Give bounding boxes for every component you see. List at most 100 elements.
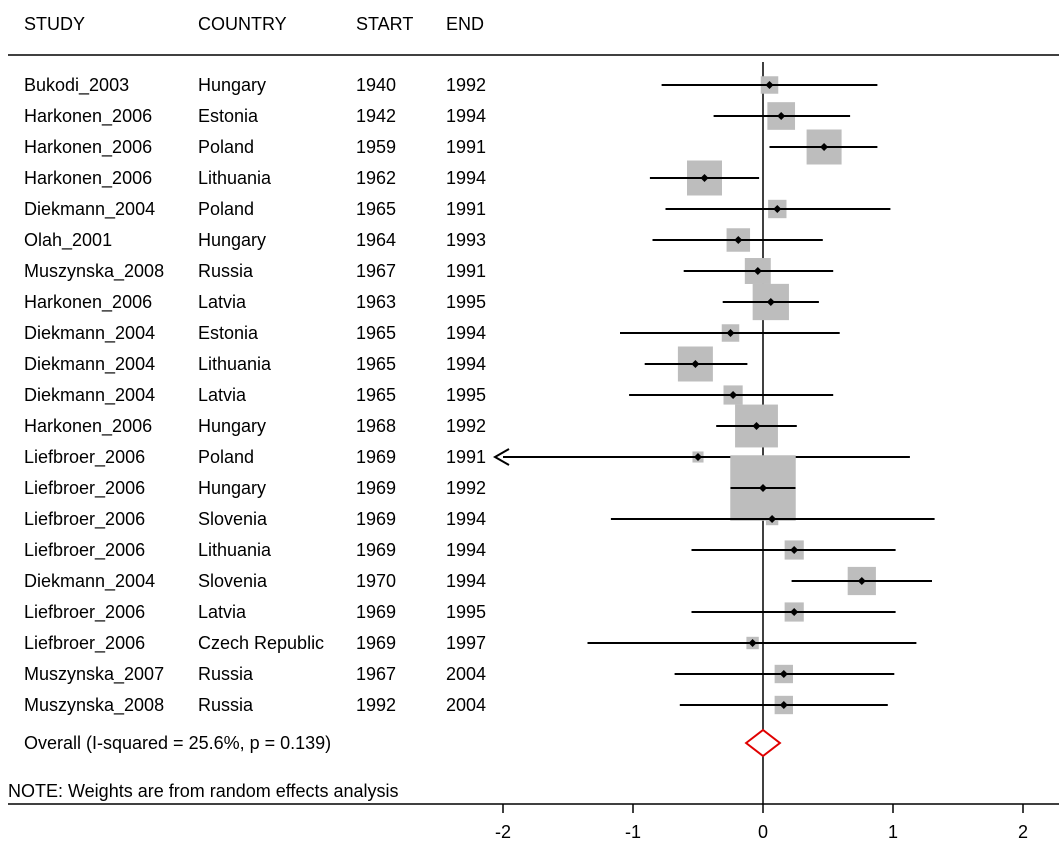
study-row: Diekmann_2004 Slovenia 1970 1994	[24, 571, 486, 592]
header-country: COUNTRY	[198, 14, 287, 34]
study-name: Harkonen_2006	[24, 416, 152, 437]
country-name: Latvia	[198, 292, 247, 312]
point-estimate	[777, 112, 786, 120]
plot-marks	[492, 62, 935, 804]
point-estimate	[691, 360, 700, 368]
study-row: Liefbroer_2006 Lithuania 1969 1994	[24, 540, 486, 561]
header-end: END	[446, 14, 484, 34]
country-name: Poland	[198, 199, 254, 219]
country-name: Lithuania	[198, 168, 272, 188]
country-name: Poland	[198, 137, 254, 157]
end-year: 1994	[446, 509, 486, 529]
study-name: Liefbroer_2006	[24, 447, 145, 468]
start-year: 1962	[356, 168, 396, 188]
study-name: Diekmann_2004	[24, 199, 155, 220]
country-name: Latvia	[198, 385, 247, 405]
study-name: Muszynska_2008	[24, 261, 164, 282]
country-name: Czech Republic	[198, 633, 324, 653]
study-row: Harkonen_2006 Estonia 1942 1994	[24, 106, 486, 127]
study-name: Harkonen_2006	[24, 292, 152, 313]
country-name: Poland	[198, 447, 254, 467]
point-estimate	[694, 453, 702, 461]
study-name: Diekmann_2004	[24, 354, 155, 375]
point-estimate	[748, 639, 757, 647]
point-estimate	[857, 577, 866, 585]
start-year: 1965	[356, 354, 396, 374]
study-name: Olah_2001	[24, 230, 112, 251]
country-name: Estonia	[198, 323, 259, 343]
study-row: Diekmann_2004 Poland 1965 1991	[24, 199, 486, 220]
study-name: Liefbroer_2006	[24, 509, 145, 530]
study-row: Harkonen_2006 Lithuania 1962 1994	[24, 168, 486, 189]
point-estimate	[753, 267, 762, 275]
country-name: Estonia	[198, 106, 259, 126]
column-headers: STUDY COUNTRY START END	[24, 14, 484, 34]
start-year: 1969	[356, 509, 396, 529]
header-start: START	[356, 14, 413, 34]
study-rows: Bukodi_2003 Hungary 1940 1992 Harkonen_2006 E…	[24, 75, 486, 716]
end-year: 1994	[446, 571, 486, 591]
x-tick-label: -1	[625, 822, 641, 842]
start-year: 1940	[356, 75, 396, 95]
start-year: 1992	[356, 695, 396, 715]
country-name: Hungary	[198, 478, 266, 498]
end-year: 1995	[446, 292, 486, 312]
start-year: 1969	[356, 478, 396, 498]
study-row: Diekmann_2004 Estonia 1965 1994	[24, 323, 486, 344]
point-estimate	[765, 81, 774, 89]
country-name: Russia	[198, 664, 254, 684]
country-name: Hungary	[198, 230, 266, 250]
point-estimate	[779, 670, 788, 678]
country-name: Hungary	[198, 75, 266, 95]
study-name: Liefbroer_2006	[24, 478, 145, 499]
end-year: 1992	[446, 75, 486, 95]
study-name: Bukodi_2003	[24, 75, 129, 96]
start-year: 1969	[356, 633, 396, 653]
point-estimate	[790, 546, 799, 554]
start-year: 1963	[356, 292, 396, 312]
start-year: 1968	[356, 416, 396, 436]
end-year: 1991	[446, 137, 486, 157]
end-year: 2004	[446, 695, 486, 715]
study-name: Harkonen_2006	[24, 106, 152, 127]
x-tick-label: 0	[758, 822, 768, 842]
study-name: Muszynska_2007	[24, 664, 164, 685]
study-row: Bukodi_2003 Hungary 1940 1992	[24, 75, 486, 96]
start-year: 1970	[356, 571, 396, 591]
x-tick-label: 2	[1018, 822, 1028, 842]
point-estimate	[790, 608, 799, 616]
end-year: 1991	[446, 447, 486, 467]
country-name: Slovenia	[198, 509, 268, 529]
end-year: 1994	[446, 168, 486, 188]
study-row: Muszynska_2008 Russia 1992 2004	[24, 695, 486, 716]
point-estimate	[779, 701, 788, 709]
start-year: 1942	[356, 106, 396, 126]
point-estimate	[773, 205, 782, 213]
country-name: Lithuania	[198, 540, 272, 560]
point-estimate	[768, 515, 777, 523]
country-name: Latvia	[198, 602, 247, 622]
weights-note: NOTE: Weights are from random effects an…	[8, 781, 398, 801]
end-year: 1993	[446, 230, 486, 250]
study-name: Harkonen_2006	[24, 168, 152, 189]
end-year: 1992	[446, 478, 486, 498]
start-year: 1969	[356, 447, 396, 467]
start-year: 1959	[356, 137, 396, 157]
end-year: 1995	[446, 602, 486, 622]
study-row: Muszynska_2008 Russia 1967 1991	[24, 261, 486, 282]
start-year: 1965	[356, 323, 396, 343]
study-row: Diekmann_2004 Lithuania 1965 1994	[24, 354, 486, 375]
study-name: Diekmann_2004	[24, 323, 155, 344]
start-year: 1969	[356, 540, 396, 560]
point-estimate	[729, 391, 738, 399]
study-name: Liefbroer_2006	[24, 540, 145, 561]
start-year: 1967	[356, 664, 396, 684]
end-year: 1994	[446, 354, 486, 374]
study-name: Diekmann_2004	[24, 571, 155, 592]
overall-diamond	[744, 728, 782, 758]
start-year: 1964	[356, 230, 396, 250]
country-name: Russia	[198, 695, 254, 715]
study-row: Liefbroer_2006 Hungary 1969 1992	[24, 478, 486, 499]
country-name: Hungary	[198, 416, 266, 436]
